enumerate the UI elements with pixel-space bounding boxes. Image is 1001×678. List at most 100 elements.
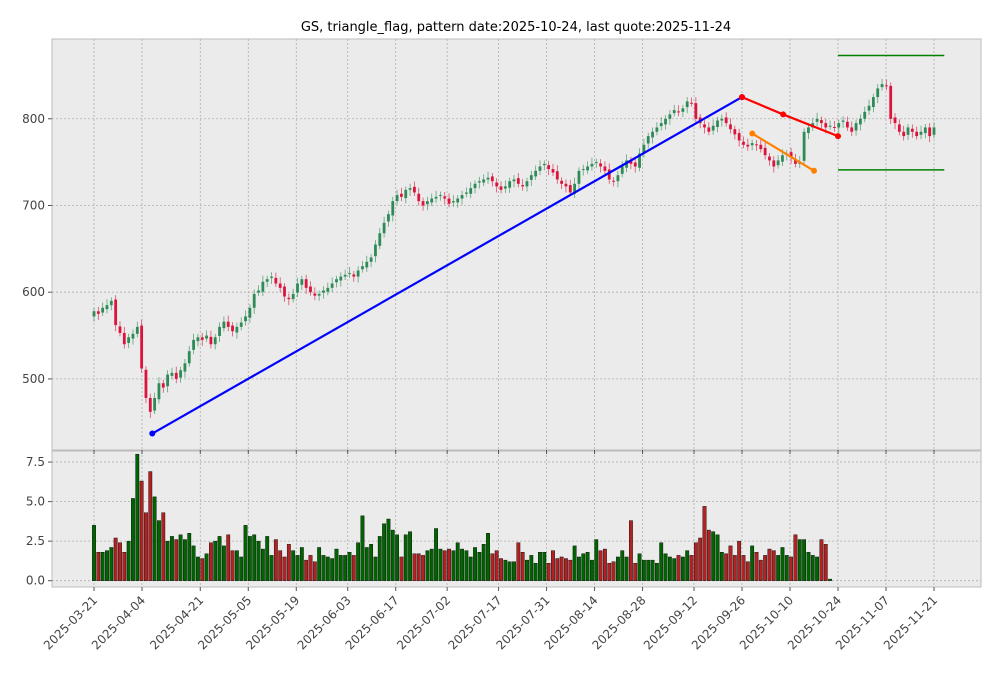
candle-body — [525, 181, 529, 187]
candle-body — [304, 279, 308, 288]
candle-body — [763, 147, 767, 156]
candle-body — [915, 131, 919, 137]
volume-bars — [92, 453, 832, 581]
candle-body — [378, 233, 382, 246]
volume-bar — [299, 547, 304, 581]
volume-bar — [776, 555, 781, 581]
candle-body — [122, 332, 126, 345]
candle-body — [283, 286, 286, 297]
candle-body — [568, 185, 572, 193]
volume-bar — [429, 548, 434, 581]
candle-body — [867, 105, 871, 111]
candle-body — [850, 127, 854, 132]
candle-body — [278, 283, 282, 288]
candle-body — [642, 144, 646, 154]
volume-bar — [252, 534, 257, 581]
volume-bar — [105, 550, 109, 581]
candle-body — [668, 114, 672, 119]
volume-bar — [641, 559, 646, 581]
volume-bar — [585, 552, 590, 581]
candle-body — [118, 326, 122, 333]
volume-bar — [767, 548, 772, 581]
candle-body — [270, 276, 273, 278]
candle-body — [772, 160, 776, 167]
candle-body — [265, 279, 269, 282]
volume-bar — [654, 563, 659, 581]
candle-body — [309, 286, 312, 293]
candle-body — [257, 290, 260, 293]
candle-body — [781, 155, 784, 162]
pattern-line — [151, 96, 743, 435]
candle-body — [707, 127, 711, 132]
volume-bar — [282, 556, 287, 581]
volume-bar — [92, 525, 96, 581]
volume-bar — [616, 556, 620, 581]
volume-bar — [343, 555, 348, 581]
volume-bar — [702, 506, 707, 581]
volume-y-tick-label: 0.0 — [26, 574, 45, 588]
volume-bar — [503, 559, 508, 581]
volume-bar — [486, 533, 490, 581]
volume-bar — [663, 553, 668, 581]
candle-body — [395, 195, 399, 202]
volume-y-tick-label: 5.0 — [26, 495, 45, 509]
volume-bar — [126, 540, 131, 581]
candle-body — [322, 290, 325, 293]
candle-body — [932, 127, 936, 135]
volume-bar — [685, 550, 690, 581]
candle-body — [759, 144, 763, 150]
candle-body — [789, 152, 793, 158]
candle-body — [599, 163, 602, 167]
candle-body — [248, 307, 252, 318]
volume-bar — [572, 545, 577, 581]
candle-body — [183, 363, 187, 372]
price-y-tick-label: 600 — [22, 285, 45, 299]
volume-bar — [200, 558, 205, 581]
candle-body — [127, 337, 131, 343]
candle-body — [755, 144, 758, 146]
candle-body — [408, 188, 412, 190]
candle-body — [594, 162, 598, 164]
volume-bar — [784, 555, 789, 581]
volume-bar — [312, 561, 317, 581]
candle-body — [560, 180, 564, 184]
candle-body — [681, 108, 685, 112]
volume-bar — [187, 533, 192, 581]
candle-body — [551, 169, 555, 173]
candle-body — [871, 97, 875, 108]
volume-bar — [823, 544, 828, 581]
volume-bar — [728, 545, 733, 581]
candle-body — [750, 143, 754, 146]
price-y-tick-label: 500 — [22, 372, 45, 386]
candle-body — [863, 111, 867, 119]
volume-bar — [577, 556, 581, 581]
candle-body — [616, 175, 620, 182]
candle-body — [187, 351, 191, 364]
candle-body — [521, 185, 525, 187]
volume-bar — [542, 552, 547, 581]
candle-body — [880, 84, 884, 88]
candle-body — [820, 120, 823, 124]
candle-body — [928, 127, 932, 137]
candle-body — [495, 182, 499, 187]
volume-bar — [243, 525, 248, 581]
candle-body — [352, 274, 356, 277]
candle-body — [677, 111, 680, 113]
candle-body — [590, 163, 594, 167]
candle-body — [516, 178, 520, 184]
candle-body — [690, 102, 693, 104]
candle-body — [296, 283, 299, 293]
volume-bar — [286, 544, 291, 581]
volume-bar — [693, 542, 698, 581]
candle-body — [179, 370, 182, 378]
volume-bar — [568, 559, 573, 581]
volume-bar — [603, 548, 607, 581]
volume-bar — [408, 531, 412, 581]
candle-body — [244, 316, 247, 322]
price-candles — [92, 78, 936, 418]
volume-bar — [815, 556, 819, 581]
pattern-point — [780, 111, 787, 118]
candle-body — [451, 201, 455, 203]
volume-bar — [689, 555, 694, 581]
